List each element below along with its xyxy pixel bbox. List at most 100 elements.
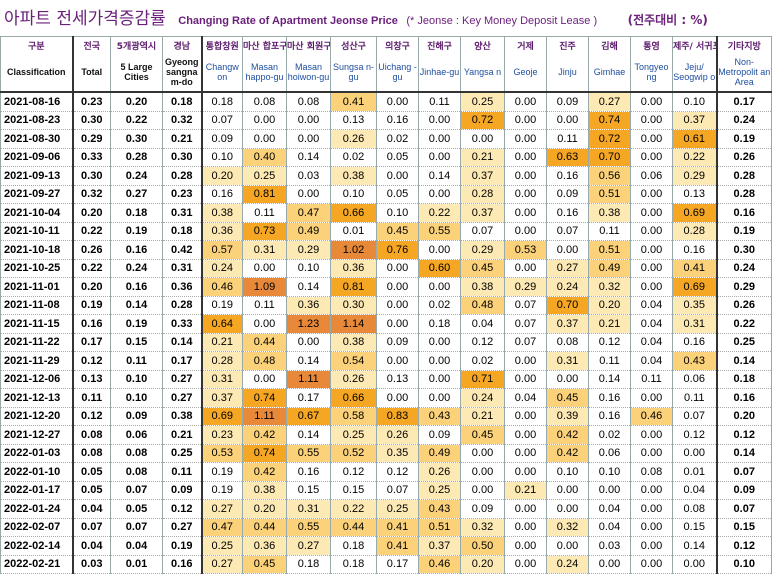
table-cell: 0.16 <box>588 406 631 426</box>
column-header-en: Classification <box>0 53 74 93</box>
column-header-ko: 통영 <box>630 36 673 53</box>
table-cell: 0.28 <box>162 295 203 315</box>
table-cell: 0.00 <box>242 258 287 278</box>
table-cell: 0.09 <box>460 499 505 519</box>
table-cell: 0.16 <box>72 314 111 334</box>
table-row: 2021-10-18 0.26 0.16 0.42 0.57 0.31 0.29 1.02 0.… <box>0 240 772 260</box>
table-cell: 0.22 <box>716 314 772 334</box>
table-cell: 0.00 <box>630 203 673 223</box>
column-header-ko: 진해구 <box>418 36 461 53</box>
table-cell: 0.07 <box>504 295 547 315</box>
table-cell: 0.12 <box>330 462 377 482</box>
table-cell: 0.00 <box>418 351 461 371</box>
table-cell: 0.09 <box>716 480 772 500</box>
table-cell: 0.24 <box>110 258 163 278</box>
table-cell: 0.49 <box>286 221 331 241</box>
table-cell: 0.37 <box>546 314 589 334</box>
table-cell: 0.02 <box>588 425 631 445</box>
table-cell: 0.19 <box>201 480 243 500</box>
table-cell: 0.24 <box>201 258 243 278</box>
table-cell: 0.00 <box>546 110 589 130</box>
table-cell: 0.08 <box>72 443 111 463</box>
table-cell: 0.00 <box>418 147 461 167</box>
table-cell: 0.00 <box>630 184 673 204</box>
table-cell: 0.37 <box>418 536 461 556</box>
table-cell: 0.37 <box>201 388 243 408</box>
table-cell: 0.00 <box>630 499 673 519</box>
table-cell: 0.55 <box>286 443 331 463</box>
table-cell: 0.12 <box>588 332 631 352</box>
table-cell: 0.51 <box>588 240 631 260</box>
table-row: 2021-12-13 0.11 0.10 0.27 0.37 0.74 0.17 0.66 0.… <box>0 388 772 408</box>
table-cell: 0.13 <box>672 184 718 204</box>
table-cell: 0.24 <box>716 258 772 278</box>
row-date: 2021-12-13 <box>0 388 74 408</box>
table-cell: 0.54 <box>330 351 377 371</box>
table-cell: 0.35 <box>672 295 718 315</box>
table-cell: 0.31 <box>242 240 287 260</box>
column-header-en: Tongyeo ng <box>630 53 673 93</box>
table-cell: 0.00 <box>460 480 505 500</box>
table-cell: 0.37 <box>460 203 505 223</box>
table-cell: 0.30 <box>330 295 377 315</box>
table-cell: 0.00 <box>504 351 547 371</box>
table-cell: 0.05 <box>72 462 111 482</box>
table-cell: 0.22 <box>330 499 377 519</box>
table-cell: 0.56 <box>588 166 631 186</box>
table-cell: 0.27 <box>546 258 589 278</box>
table-cell: 0.28 <box>162 166 203 186</box>
table-cell: 0.50 <box>460 536 505 556</box>
table-cell: 0.26 <box>330 129 377 149</box>
table-cell: 0.32 <box>460 517 505 537</box>
table-cell: 0.08 <box>242 91 287 112</box>
table-cell: 0.00 <box>504 166 547 186</box>
table-cell: 0.25 <box>376 499 419 519</box>
column-header-ko: 성산구 <box>330 36 377 53</box>
table-cell: 0.08 <box>72 425 111 445</box>
table-cell: 0.09 <box>376 332 419 352</box>
table-cell: 0.19 <box>201 295 243 315</box>
table-cell: 0.14 <box>418 166 461 186</box>
table-cell: 0.29 <box>716 277 772 297</box>
table-row: 2022-01-03 0.08 0.08 0.25 0.53 0.74 0.55 0.52 0.… <box>0 443 772 463</box>
table-row: 2021-12-20 0.12 0.09 0.38 0.69 1.11 0.67 0.58 0.… <box>0 406 772 426</box>
table-cell: 0.42 <box>242 425 287 445</box>
table-cell: 0.55 <box>286 517 331 537</box>
table-cell: 0.17 <box>72 332 111 352</box>
column-header-ko: 마산 회원구 <box>286 36 331 53</box>
page-title: 아파트 전세가격증감률 Changing Rate of Apartment J… <box>4 4 708 30</box>
header-row-korean: 구분 전국 5개광역시 경남 통합창원 마산 합포구 마산 회원구 성산구 의창구 진해구 양산 거제… <box>0 36 772 53</box>
table-cell: 0.00 <box>630 110 673 130</box>
table-cell: 0.31 <box>286 499 331 519</box>
row-date: 2021-10-18 <box>0 240 74 260</box>
table-cell: 0.15 <box>330 480 377 500</box>
row-date: 2021-11-08 <box>0 295 74 315</box>
header-row-english: Classification Total 5 Large Cities Gyeong … <box>0 53 772 93</box>
table-cell: 0.38 <box>330 166 377 186</box>
table-cell: 0.12 <box>716 425 772 445</box>
table-cell: 0.52 <box>330 443 377 463</box>
table-cell: 0.60 <box>418 258 461 278</box>
table-cell: 1.09 <box>242 277 287 297</box>
table-cell: 0.00 <box>588 554 631 574</box>
table-cell: 0.25 <box>460 91 505 112</box>
row-date: 2021-10-25 <box>0 258 74 278</box>
table-cell: 0.18 <box>162 91 203 112</box>
table-cell: 0.26 <box>716 295 772 315</box>
table-cell: 0.11 <box>630 369 673 389</box>
table-cell: 0.45 <box>460 425 505 445</box>
table-cell: 0.22 <box>110 110 163 130</box>
table-cell: 0.01 <box>330 221 377 241</box>
table-cell: 0.09 <box>162 480 203 500</box>
table-cell: 0.64 <box>201 314 243 334</box>
table-cell: 0.61 <box>672 129 718 149</box>
table-row: 2021-11-01 0.20 0.16 0.36 0.46 1.09 0.14 0.81 0.… <box>0 277 772 297</box>
table-cell: 0.16 <box>716 203 772 223</box>
table-cell: 0.00 <box>546 499 589 519</box>
table-cell: 0.00 <box>286 129 331 149</box>
table-cell: 0.20 <box>201 166 243 186</box>
table-cell: 0.10 <box>546 462 589 482</box>
table-cell: 0.00 <box>376 166 419 186</box>
table-cell: 0.11 <box>546 129 589 149</box>
table-cell: 0.69 <box>201 406 243 426</box>
